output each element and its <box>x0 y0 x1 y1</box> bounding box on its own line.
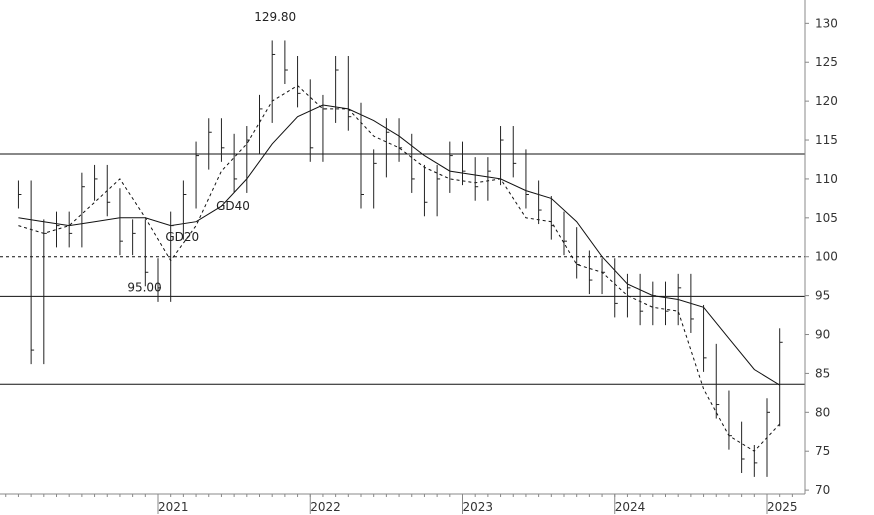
y-tick-label: 75 <box>815 444 830 458</box>
annotation-label: GD20 <box>165 230 199 244</box>
x-tick-label: 2024 <box>615 500 646 514</box>
y-tick-label: 115 <box>815 133 838 147</box>
y-tick-label: 95 <box>815 289 830 303</box>
y-tick-label: 70 <box>815 483 830 497</box>
y-tick-label: 110 <box>815 172 838 186</box>
series-line-gd20 <box>18 84 781 452</box>
series-layer <box>17 40 783 477</box>
y-tick-label: 105 <box>815 211 838 225</box>
annotations: 129.80 95.00 GD40 GD20 <box>127 10 296 295</box>
y-tick-label: 80 <box>815 405 830 419</box>
reference-lines <box>0 153 805 385</box>
y-tick-label: 100 <box>815 250 838 264</box>
annotation-label: 95.00 <box>127 281 161 295</box>
annotation-label: GD40 <box>216 199 250 213</box>
x-tick-label: 2022 <box>310 500 341 514</box>
y-tick-label: 130 <box>815 16 838 30</box>
annotation-label: 129.80 <box>254 10 296 24</box>
y-tick-label: 120 <box>815 94 838 108</box>
x-tick-label: 2025 <box>767 500 798 514</box>
y-tick-label: 85 <box>815 366 830 380</box>
price-bars <box>17 40 783 477</box>
x-tick-label: 2021 <box>158 500 189 514</box>
x-tick-label: 2023 <box>463 500 494 514</box>
axes: 2021 2022 2023 2024 2025 70 75 80 85 90 95 100 105 11… <box>0 0 838 514</box>
y-tick-label: 90 <box>815 328 830 342</box>
y-tick-label: 125 <box>815 55 838 69</box>
